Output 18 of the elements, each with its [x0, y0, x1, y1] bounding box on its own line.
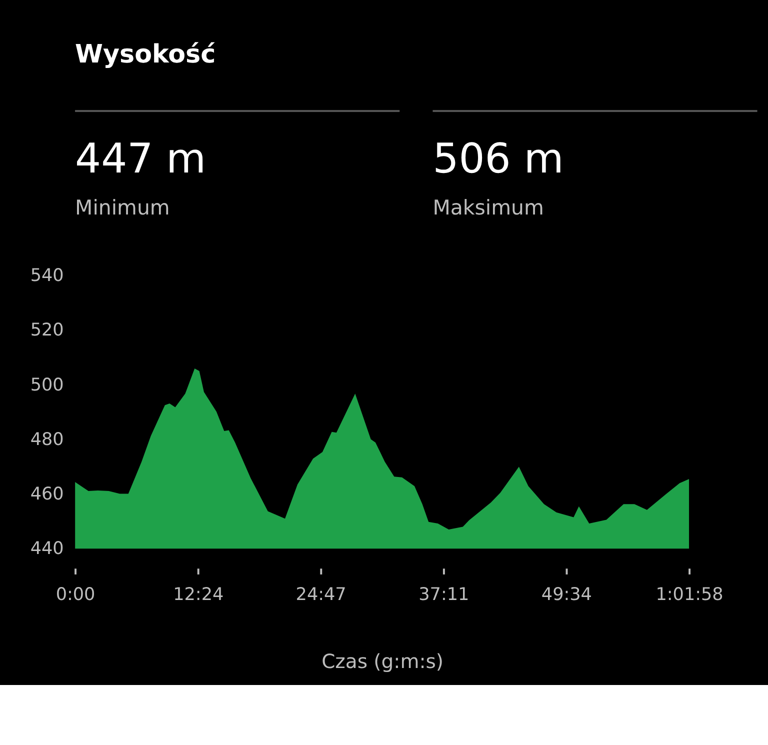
y-tick-label: 500 — [30, 375, 64, 396]
x-tick-label: 37:11 — [418, 584, 470, 605]
text: 506 m — [432, 134, 564, 182]
text: Maksimum — [432, 195, 544, 220]
y-tick-label: 440 — [30, 538, 64, 559]
chart-title: Wysokość — [75, 38, 216, 68]
x-tick-label: 12:24 — [173, 584, 224, 605]
text: Minimum — [75, 195, 170, 220]
x-axis-title: Czas (g:m:s) — [322, 650, 444, 674]
x-tick-label: 49:34 — [541, 584, 592, 605]
y-tick-label: 520 — [30, 320, 64, 341]
y-tick-label: 480 — [30, 430, 64, 450]
y-tick-label: 460 — [30, 484, 64, 504]
x-tick-label: 1:01:58 — [656, 584, 724, 605]
x-tick-label: 0:00 — [56, 584, 96, 605]
y-tick-label: 540 — [30, 266, 64, 286]
x-tick-label: 24:47 — [296, 584, 346, 605]
text: 447 m — [75, 134, 206, 182]
